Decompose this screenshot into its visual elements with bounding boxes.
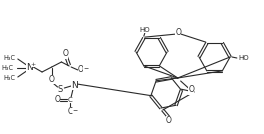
Text: HO: HO bbox=[238, 55, 249, 61]
Text: H₃C: H₃C bbox=[1, 65, 13, 71]
Text: O: O bbox=[62, 49, 68, 59]
Text: H₃C: H₃C bbox=[3, 55, 15, 61]
Text: O: O bbox=[49, 75, 55, 83]
Text: O: O bbox=[166, 116, 172, 124]
Text: C: C bbox=[68, 97, 73, 103]
Text: O: O bbox=[67, 107, 73, 116]
Text: +: + bbox=[31, 62, 36, 66]
Text: O: O bbox=[175, 28, 181, 37]
Text: −: − bbox=[83, 66, 88, 70]
Text: S: S bbox=[58, 85, 63, 94]
Text: HO: HO bbox=[139, 27, 150, 33]
Text: H₃C: H₃C bbox=[3, 75, 15, 81]
Text: N: N bbox=[26, 64, 33, 72]
Text: −: − bbox=[72, 107, 78, 113]
Text: O: O bbox=[55, 96, 60, 105]
Text: O: O bbox=[188, 85, 194, 94]
Text: N: N bbox=[71, 81, 77, 90]
Text: O: O bbox=[78, 66, 84, 75]
